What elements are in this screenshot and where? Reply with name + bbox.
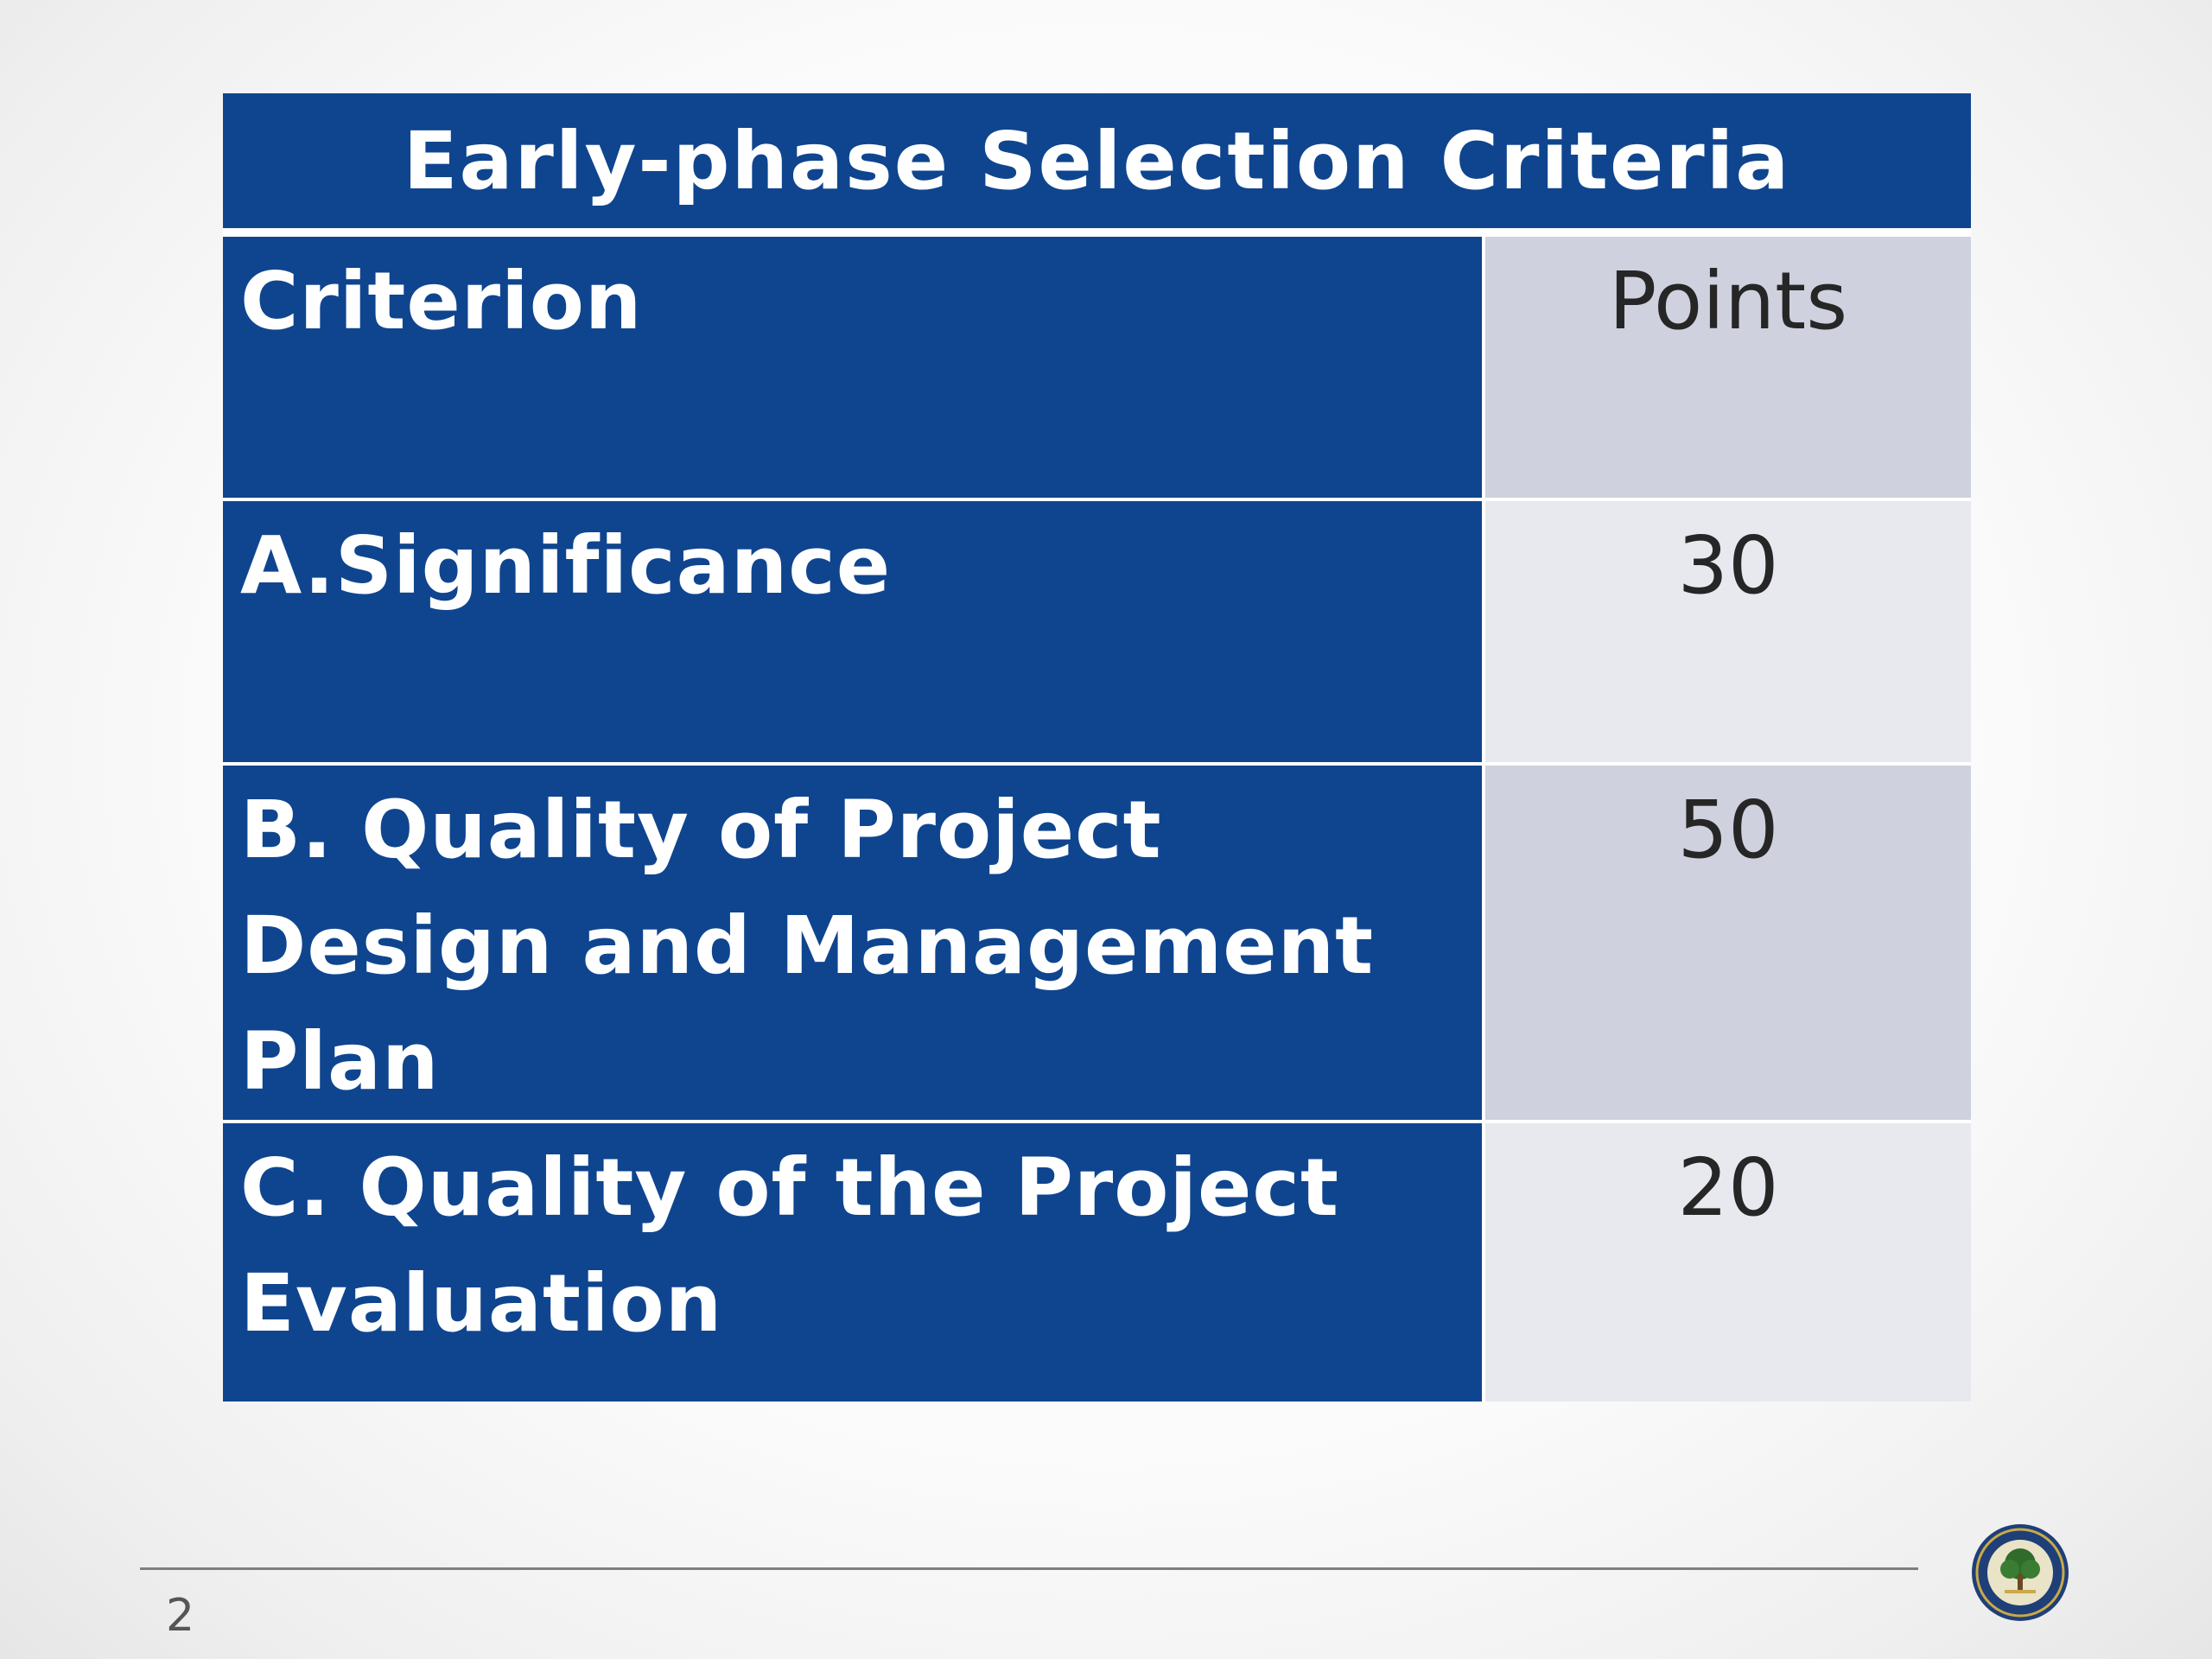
department-seal-icon bbox=[1972, 1524, 2069, 1621]
table-row: C. Quality of the Project Evaluation 20 bbox=[223, 1123, 1971, 1402]
table-header-row: Criterion Points bbox=[223, 237, 1971, 501]
criterion-header: Criterion bbox=[223, 237, 1485, 501]
points-cell: 50 bbox=[1485, 766, 1971, 1123]
table-title-row: Early-phase Selection Criteria bbox=[223, 93, 1971, 237]
points-header: Points bbox=[1485, 237, 1971, 501]
table-row: A.Significance 30 bbox=[223, 501, 1971, 766]
criterion-cell: C. Quality of the Project Evaluation bbox=[223, 1123, 1485, 1402]
criterion-cell: B. Quality of Project Design and Managem… bbox=[223, 766, 1485, 1123]
selection-criteria-table: Early-phase Selection Criteria Criterion… bbox=[223, 93, 1971, 1402]
points-cell: 30 bbox=[1485, 501, 1971, 766]
page-number: 2 bbox=[166, 1590, 195, 1642]
footer-divider bbox=[140, 1567, 1918, 1570]
table-title: Early-phase Selection Criteria bbox=[223, 93, 1971, 237]
criterion-cell: A.Significance bbox=[223, 501, 1485, 766]
table-row: B. Quality of Project Design and Managem… bbox=[223, 766, 1971, 1123]
points-cell: 20 bbox=[1485, 1123, 1971, 1402]
